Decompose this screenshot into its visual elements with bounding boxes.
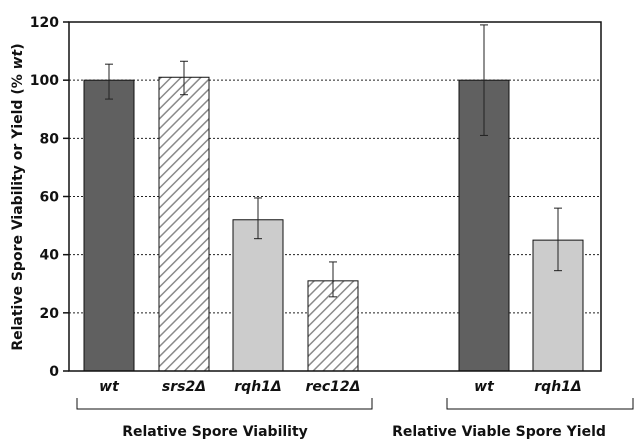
bar-2 — [158, 76, 210, 372]
bars — [83, 76, 584, 372]
category-label-5: wt — [474, 379, 495, 395]
gridlines — [69, 79, 601, 314]
y-tick-label-0: 0 — [49, 364, 59, 380]
category-label-6: rqh1Δ — [534, 379, 581, 395]
y-tick-label-120: 120 — [30, 15, 59, 31]
y-tick-label-20: 20 — [40, 306, 60, 322]
y-tick-label-60: 60 — [40, 190, 60, 206]
category-label-1: wt — [99, 379, 120, 395]
category-label-3: rqh1Δ — [234, 379, 281, 395]
bar-1 — [83, 79, 135, 372]
bar-3 — [232, 219, 284, 372]
y-tick-label-80: 80 — [40, 131, 60, 147]
group-bracket-2 — [446, 398, 634, 410]
error-bars — [105, 24, 562, 298]
y-tick-label-100: 100 — [30, 73, 59, 89]
y-tick-label-40: 40 — [40, 248, 60, 264]
x-axis-labels: wt srs2Δ rqh1Δ rec12Δ wt rqh1Δ — [99, 379, 582, 395]
group-brackets: Relative Spore Viability Relative Viable … — [76, 398, 634, 440]
group-bracket-1 — [76, 398, 373, 410]
y-axis-title: Relative Spore Viability or Yield (% wt) — [10, 43, 26, 350]
group-label-1: Relative Spore Viability — [122, 424, 308, 440]
y-axis-ticks: 0 20 40 60 80 100 120 — [30, 15, 69, 380]
group-label-2: Relative Viable Spore Yield — [392, 424, 606, 440]
category-label-2: srs2Δ — [162, 379, 206, 395]
category-label-4: rec12Δ — [305, 379, 360, 395]
